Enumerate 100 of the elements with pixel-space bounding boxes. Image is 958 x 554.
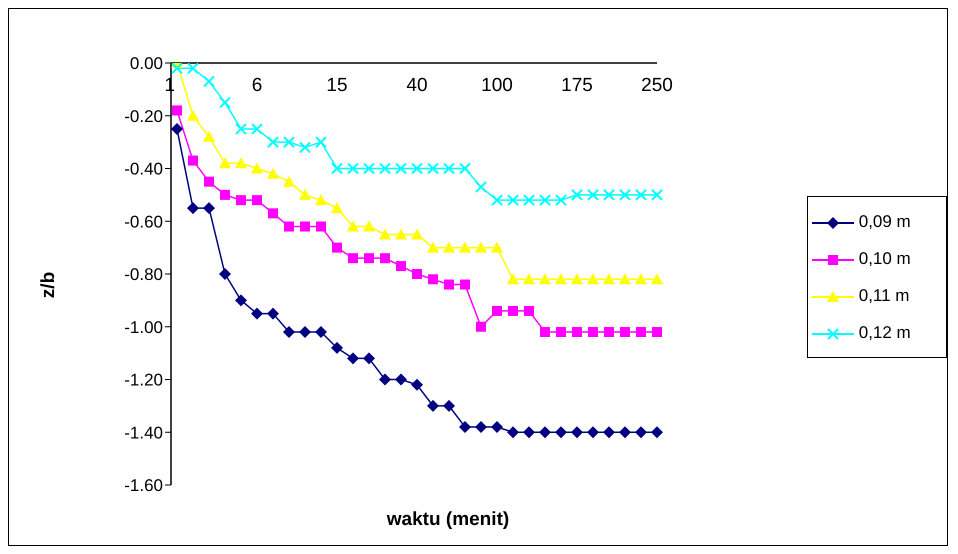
- point: [411, 162, 423, 174]
- x-tick-label: 175: [561, 75, 593, 96]
- point: [555, 426, 567, 438]
- point: [235, 294, 247, 306]
- point: [348, 253, 358, 264]
- x-tick-label: 40: [406, 75, 428, 96]
- point: [284, 222, 294, 232]
- point: [652, 327, 662, 338]
- point: [299, 326, 311, 338]
- point: [395, 374, 407, 386]
- point: [283, 326, 295, 338]
- point: [235, 122, 247, 135]
- point: [267, 136, 279, 148]
- point: [251, 122, 263, 135]
- point: [508, 306, 518, 316]
- point: [395, 162, 407, 174]
- point: [636, 327, 646, 338]
- point: [188, 156, 198, 166]
- point: [523, 273, 535, 284]
- legend-label: 0,09 m: [858, 211, 912, 233]
- point: [587, 273, 599, 284]
- point: [523, 194, 535, 206]
- point: [315, 194, 327, 206]
- point: [507, 273, 519, 284]
- point: [571, 273, 583, 284]
- point: [475, 420, 487, 433]
- point: [299, 141, 311, 154]
- legend-label: 0,12 m: [858, 322, 912, 344]
- point: [203, 202, 215, 214]
- point: [619, 273, 631, 284]
- point: [315, 326, 327, 338]
- point: [187, 63, 199, 74]
- point: [443, 242, 455, 253]
- point: [412, 269, 422, 279]
- point: [171, 63, 183, 74]
- point: [475, 242, 487, 253]
- point: [411, 378, 423, 391]
- point: [604, 327, 614, 338]
- point: [283, 176, 295, 187]
- point: [603, 273, 615, 284]
- point: [395, 228, 407, 240]
- legend-label: 0,11 m: [858, 285, 910, 307]
- point: [236, 195, 246, 206]
- point: [380, 253, 390, 264]
- point: [171, 122, 183, 135]
- point: [363, 162, 375, 174]
- point: [219, 268, 231, 280]
- point: [252, 195, 262, 206]
- point: [379, 228, 391, 240]
- point: [428, 274, 438, 284]
- x-tick-label: 6: [252, 75, 262, 96]
- point: [411, 228, 423, 240]
- point: [635, 273, 647, 284]
- point: [267, 168, 279, 179]
- point: [588, 327, 598, 338]
- point: [651, 426, 663, 438]
- point: [300, 222, 310, 232]
- legend-label: 0,10 m: [858, 248, 912, 270]
- point: [251, 308, 263, 320]
- x-axis-title: waktu (menit): [386, 509, 510, 531]
- point: [331, 162, 343, 174]
- point: [571, 188, 583, 201]
- point: [523, 426, 535, 438]
- point: [459, 420, 471, 433]
- point: [603, 426, 615, 438]
- point: [491, 242, 503, 253]
- y-tick-label: -1.20: [124, 370, 163, 390]
- point: [475, 180, 487, 193]
- y-tick-label: -0.20: [124, 106, 163, 126]
- point: [619, 426, 631, 438]
- point: [539, 273, 551, 284]
- point: [203, 75, 215, 88]
- point: [219, 96, 231, 109]
- point: [491, 194, 503, 206]
- point: [316, 222, 326, 232]
- point: [587, 188, 599, 201]
- point: [396, 261, 406, 272]
- y-tick-label: -0.80: [124, 265, 163, 284]
- point: [539, 194, 551, 206]
- y-tick-label: -0.60: [124, 212, 163, 232]
- point: [203, 130, 215, 142]
- point: [251, 162, 263, 174]
- x-tick-label: 250: [641, 75, 673, 96]
- point: [379, 162, 391, 174]
- y-tick-label: -1.40: [124, 423, 163, 442]
- point: [459, 242, 471, 253]
- point: [572, 327, 582, 338]
- point: [363, 352, 375, 364]
- point: [556, 327, 566, 338]
- point: [555, 194, 567, 206]
- x-tick-label: 15: [326, 75, 348, 96]
- point: [635, 426, 647, 438]
- point: [492, 306, 502, 316]
- point: [571, 426, 583, 438]
- point: [172, 105, 182, 116]
- point: [187, 202, 199, 214]
- point: [363, 220, 375, 232]
- y-tick-label: 0.00: [130, 54, 163, 74]
- point: [444, 280, 454, 290]
- y-tick-label: -1.00: [124, 318, 163, 337]
